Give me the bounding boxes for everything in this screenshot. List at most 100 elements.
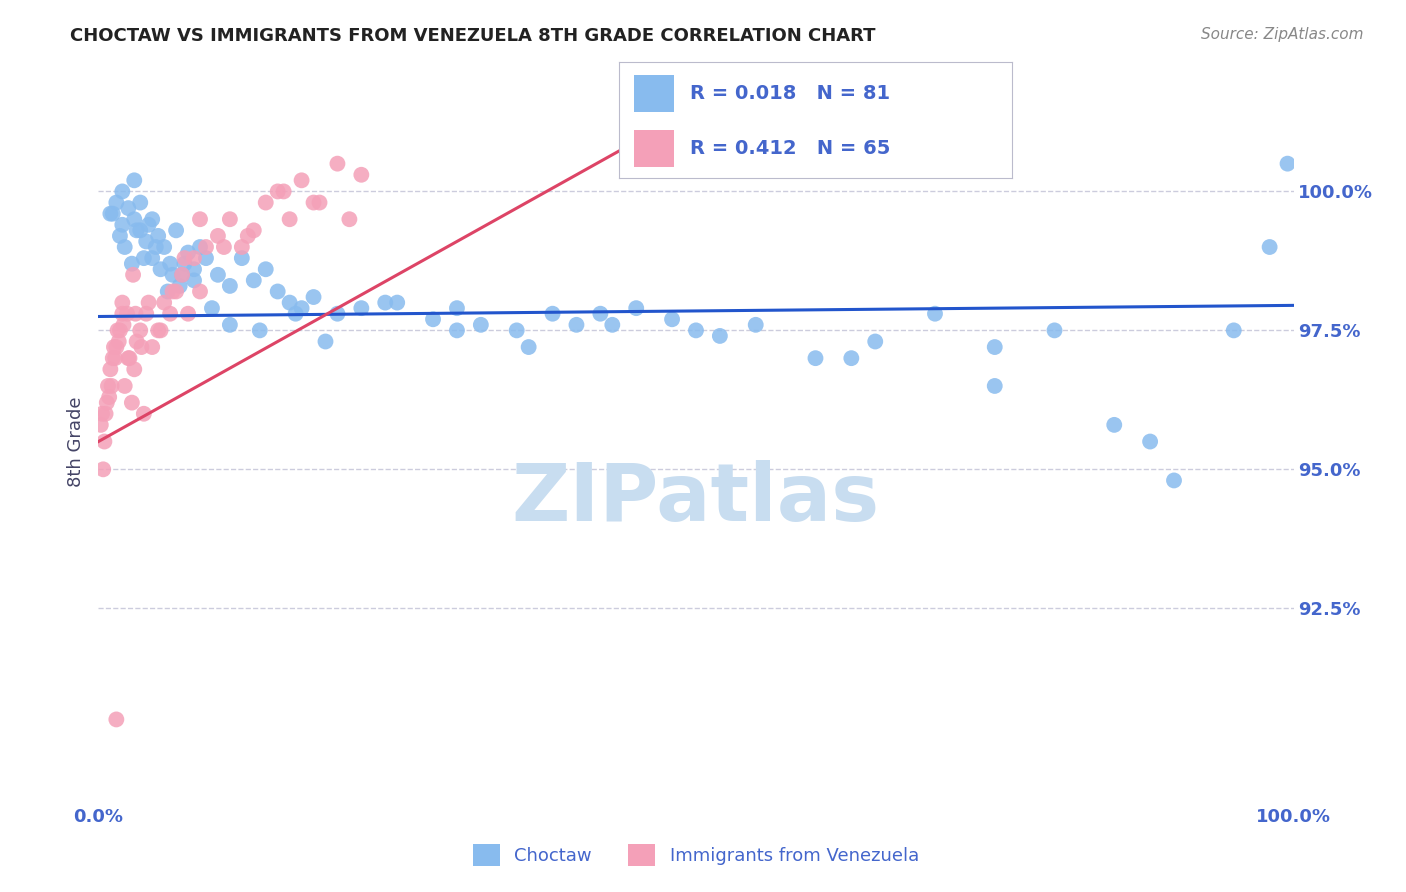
Point [111, 218, 134, 232]
Point [173, 251, 195, 265]
Point [195, 240, 218, 254]
Point [169, 279, 191, 293]
Point [135, 307, 157, 321]
Point [565, 318, 588, 332]
Point [506, 323, 529, 337]
Point [273, 185, 295, 199]
Text: R = 0.412   N = 65: R = 0.412 N = 65 [689, 139, 890, 158]
Point [219, 279, 242, 293]
Point [602, 318, 624, 332]
Point [153, 240, 176, 254]
Point [745, 318, 768, 332]
Point [685, 323, 707, 337]
Point [118, 351, 141, 366]
Text: R = 0.018   N = 81: R = 0.018 N = 81 [689, 84, 890, 103]
Point [105, 713, 128, 727]
Point [841, 351, 863, 366]
Point [865, 334, 887, 349]
Point [291, 173, 314, 187]
Point [156, 285, 179, 299]
Point [1043, 323, 1066, 337]
Point [212, 240, 235, 254]
Y-axis label: 8th Grade: 8th Grade [66, 396, 84, 487]
Point [1277, 156, 1299, 170]
Point [141, 340, 163, 354]
Point [326, 307, 349, 321]
Point [165, 223, 187, 237]
Point [94, 407, 117, 421]
Point [291, 301, 314, 315]
Point [339, 212, 361, 227]
Point [159, 307, 181, 321]
Bar [634, 129, 673, 167]
Point [1223, 323, 1246, 337]
Point [108, 228, 131, 243]
Point [97, 379, 120, 393]
Point [129, 195, 152, 210]
Point [121, 395, 143, 409]
Point [111, 295, 134, 310]
Point [90, 417, 112, 432]
Point [422, 312, 444, 326]
Point [243, 273, 266, 287]
Point [162, 268, 184, 282]
Point [135, 235, 157, 249]
Point [254, 262, 277, 277]
Point [183, 251, 205, 265]
Point [124, 173, 146, 187]
Point [96, 395, 118, 409]
Point [661, 312, 683, 326]
Point [145, 240, 167, 254]
Legend: Choctaw, Immigrants from Venezuela: Choctaw, Immigrants from Venezuela [465, 837, 927, 873]
Point [103, 340, 125, 354]
Point [131, 340, 153, 354]
Point [236, 228, 259, 243]
Point [195, 251, 218, 265]
Point [219, 212, 242, 227]
Point [124, 212, 146, 227]
Point [183, 262, 205, 277]
Point [470, 318, 492, 332]
Point [105, 340, 128, 354]
Point [517, 340, 540, 354]
Point [1104, 417, 1126, 432]
Point [104, 351, 127, 366]
Point [267, 185, 290, 199]
Point [267, 285, 290, 299]
Point [219, 318, 242, 332]
Point [129, 323, 152, 337]
Point [101, 351, 124, 366]
Point [924, 307, 946, 321]
Point [541, 307, 564, 321]
Point [107, 323, 129, 337]
Point [315, 334, 337, 349]
Point [385, 295, 409, 310]
Point [231, 251, 253, 265]
Point [93, 434, 115, 449]
Point [141, 212, 163, 227]
Point [111, 307, 134, 321]
Point [98, 390, 121, 404]
Point [326, 156, 349, 170]
Point [984, 379, 1007, 393]
Point [302, 290, 325, 304]
Point [626, 301, 648, 315]
Point [188, 212, 211, 227]
Point [172, 268, 194, 282]
Point [207, 268, 229, 282]
Point [112, 318, 135, 332]
Point [165, 285, 187, 299]
Point [231, 240, 253, 254]
Point [149, 262, 172, 277]
Point [121, 257, 143, 271]
Point [308, 195, 330, 210]
Bar [634, 75, 673, 112]
Point [278, 212, 301, 227]
Point [114, 240, 136, 254]
Point [284, 307, 307, 321]
Point [108, 323, 131, 337]
Point [101, 207, 124, 221]
Point [589, 307, 612, 321]
Text: CHOCTAW VS IMMIGRANTS FROM VENEZUELA 8TH GRADE CORRELATION CHART: CHOCTAW VS IMMIGRANTS FROM VENEZUELA 8TH… [70, 27, 876, 45]
Point [177, 245, 200, 260]
